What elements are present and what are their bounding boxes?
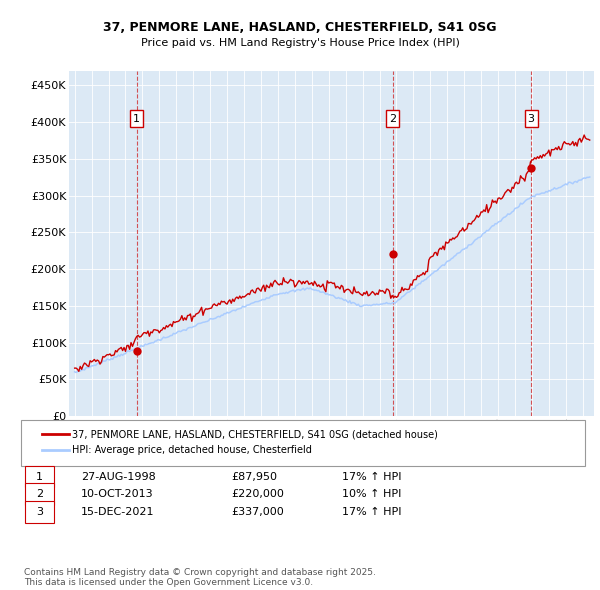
Text: 1: 1 [133,113,140,123]
Text: Contains HM Land Registry data © Crown copyright and database right 2025.
This d: Contains HM Land Registry data © Crown c… [24,568,376,587]
Text: 37, PENMORE LANE, HASLAND, CHESTERFIELD, S41 0SG (detached house): 37, PENMORE LANE, HASLAND, CHESTERFIELD,… [72,430,438,439]
Text: 37, PENMORE LANE, HASLAND, CHESTERFIELD, S41 0SG: 37, PENMORE LANE, HASLAND, CHESTERFIELD,… [103,21,497,34]
Text: HPI: Average price, detached house, Chesterfield: HPI: Average price, detached house, Ches… [72,445,312,455]
Text: £220,000: £220,000 [231,490,284,499]
Text: 15-DEC-2021: 15-DEC-2021 [81,507,155,517]
Text: 3: 3 [36,507,43,517]
Text: 17% ↑ HPI: 17% ↑ HPI [342,472,401,481]
Text: 10-OCT-2013: 10-OCT-2013 [81,490,154,499]
Text: 2: 2 [36,490,43,499]
Text: Price paid vs. HM Land Registry's House Price Index (HPI): Price paid vs. HM Land Registry's House … [140,38,460,48]
Text: £337,000: £337,000 [231,507,284,517]
Text: 17% ↑ HPI: 17% ↑ HPI [342,507,401,517]
Text: 1: 1 [36,472,43,481]
Text: £87,950: £87,950 [231,472,277,481]
Text: 2: 2 [389,113,396,123]
Text: 27-AUG-1998: 27-AUG-1998 [81,472,156,481]
Text: 3: 3 [527,113,535,123]
Text: 10% ↑ HPI: 10% ↑ HPI [342,490,401,499]
